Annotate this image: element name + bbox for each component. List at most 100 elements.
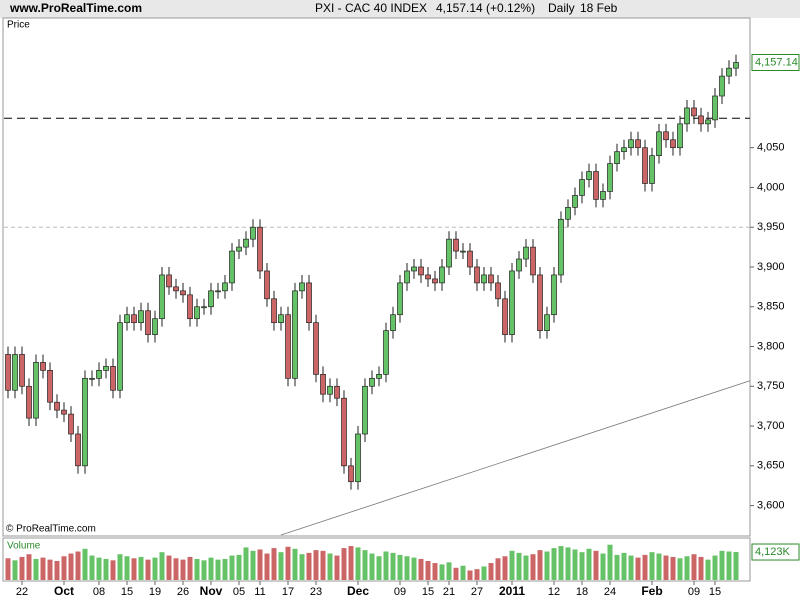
date: 18 Feb: [580, 1, 618, 15]
candle-body: [691, 107, 697, 117]
volume-bar: [558, 546, 564, 580]
candle-body: [579, 179, 585, 196]
volume-bar: [607, 544, 613, 580]
y-tick-label: 3,900: [757, 261, 785, 273]
volume-bar: [355, 547, 361, 580]
x-tick-label: 21: [443, 586, 455, 598]
volume-bar: [516, 552, 522, 580]
volume-bar: [726, 551, 732, 580]
volume-bar: [250, 550, 256, 580]
volume-bar: [404, 556, 410, 580]
candle-body: [250, 226, 256, 240]
volume-bar: [572, 549, 578, 580]
y-tick-label: 3,650: [757, 460, 785, 472]
volume-bar: [600, 553, 606, 580]
candle-body: [327, 385, 333, 395]
candle-body: [467, 250, 473, 268]
candle-body: [355, 433, 361, 483]
site-link[interactable]: www.ProRealTime.com: [9, 1, 142, 15]
candle-body: [425, 274, 431, 280]
volume-bar: [243, 547, 249, 580]
volume-bar: [663, 555, 669, 580]
volume-panel: [2, 537, 751, 582]
candle-body: [103, 366, 109, 371]
y-tick-label: 4,000: [757, 181, 785, 193]
candle-body: [530, 246, 536, 276]
volume-bar: [264, 553, 270, 580]
candle-body: [257, 226, 263, 272]
volume-bar: [159, 552, 165, 580]
volume-bar: [684, 556, 690, 580]
volume-bar: [551, 548, 557, 580]
x-tick-label: 11: [254, 586, 265, 598]
candle-body: [40, 362, 46, 371]
volume-bar: [201, 560, 207, 580]
volume-bar: [138, 556, 144, 580]
volume-bar: [432, 563, 438, 580]
candle-body: [208, 290, 214, 308]
volume-bar: [656, 553, 662, 580]
volume-bar: [670, 556, 676, 580]
volume-bar: [40, 557, 46, 580]
y-tick-label: 3,850: [757, 301, 785, 313]
price-panel: [2, 17, 751, 537]
x-tick-label: 05: [233, 586, 245, 598]
x-tick-label: 2011: [499, 584, 525, 598]
candle-body: [635, 139, 641, 149]
volume-bar: [691, 554, 697, 580]
candle-body: [89, 377, 95, 380]
candle-body: [68, 413, 74, 435]
volume-bar: [390, 552, 396, 580]
candle-body: [110, 366, 116, 391]
volume-bar: [285, 546, 291, 580]
volume-bar: [705, 559, 711, 580]
candle-body: [544, 314, 550, 331]
x-tick-label: 09: [688, 586, 700, 598]
candle-body: [495, 282, 501, 300]
candle-body: [292, 290, 298, 379]
volume-bar: [509, 550, 515, 580]
candle-body: [656, 131, 662, 157]
candle-body: [166, 274, 172, 288]
candle-body: [474, 266, 480, 284]
candle-body: [733, 62, 739, 69]
last-price-text: 4,157.14 (+0.12%): [436, 1, 535, 15]
y-tick-label: 3,600: [757, 499, 785, 511]
candle-body: [376, 374, 382, 379]
candle-body: [180, 290, 186, 296]
x-tick-label: 15: [422, 586, 434, 598]
candle-body: [117, 322, 123, 391]
candle-body: [222, 282, 228, 292]
volume-bar: [544, 551, 550, 580]
candle-body: [348, 465, 354, 483]
volume-bar: [166, 555, 172, 580]
candle-body: [285, 314, 291, 379]
candle-body: [271, 298, 277, 324]
volume-bar: [635, 557, 641, 580]
last-volume-box: [751, 543, 800, 561]
volume-bar: [698, 556, 704, 580]
volume-bar: [124, 556, 130, 580]
volume-bar: [474, 569, 480, 580]
candle-body: [509, 270, 515, 335]
candle-body: [215, 290, 221, 293]
candle-body: [537, 274, 543, 331]
volume-bar: [719, 550, 725, 580]
candle-body: [663, 131, 669, 141]
x-tick-label: 23: [310, 586, 322, 598]
volume-bar: [677, 558, 683, 580]
candle-body: [439, 266, 445, 284]
volume-bar: [208, 557, 214, 580]
volume-bar: [523, 555, 529, 580]
volume-bar: [75, 551, 81, 580]
copyright: © ProRealTime.com: [6, 524, 96, 535]
x-tick-label: 26: [177, 586, 189, 598]
volume-bar: [19, 556, 25, 580]
candle-body: [712, 95, 718, 121]
candle-body: [726, 67, 732, 77]
volume-bar: [180, 559, 186, 580]
volume-bar: [348, 546, 354, 580]
x-tick-label: 19: [149, 586, 161, 598]
volume-bar: [537, 550, 543, 580]
